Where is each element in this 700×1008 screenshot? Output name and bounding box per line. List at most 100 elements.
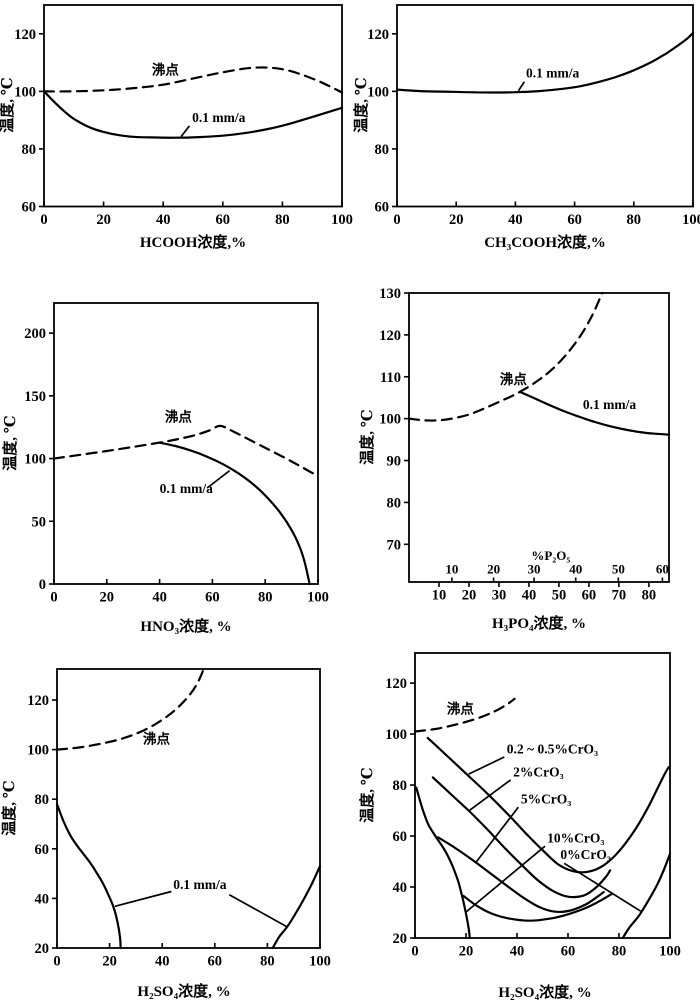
y-tick-label: 80 bbox=[375, 142, 390, 158]
y-axis-title: 温度, ℃ bbox=[358, 409, 376, 465]
x-tick-label: 80 bbox=[642, 588, 657, 604]
plot-border bbox=[43, 4, 343, 208]
plot-border bbox=[53, 302, 319, 585]
y-tick-label: 100 bbox=[385, 727, 407, 743]
y-tick-label: 40 bbox=[393, 880, 408, 896]
series-rate-01mma bbox=[42, 90, 344, 139]
annotation-boiling-label: 沸点 bbox=[165, 409, 192, 425]
x-tick-label: 80 bbox=[275, 212, 290, 228]
leader-rate-label bbox=[206, 470, 231, 489]
x-axis-title: H₂SO₄浓度, % bbox=[137, 982, 230, 1000]
x-tick-label: 20 bbox=[96, 212, 111, 228]
secondary-tick-label: 50 bbox=[612, 562, 625, 577]
y-tick-label: 20 bbox=[35, 941, 50, 957]
y-axis-title: 温度, ℃ bbox=[1, 415, 19, 471]
x-tick-label: 60 bbox=[208, 954, 223, 970]
x-axis-title: H₂SO₄浓度, % bbox=[498, 983, 591, 1001]
secondary-tick-label: 60 bbox=[656, 562, 669, 577]
y-tick-label: 100 bbox=[27, 743, 49, 759]
series-boiling-point bbox=[52, 424, 320, 478]
annotation-cro3-2-label: 2%CrO₃ bbox=[513, 765, 564, 780]
secondary-tick-label: 40 bbox=[569, 562, 582, 577]
x-tick-label: 0 bbox=[50, 590, 57, 606]
series-boiling-point bbox=[413, 697, 516, 733]
x-tick-label: 80 bbox=[612, 944, 627, 960]
y-tick-label: 120 bbox=[367, 27, 389, 43]
x-tick-label: 40 bbox=[522, 588, 537, 604]
x-tick-label: 40 bbox=[155, 954, 170, 970]
x-tick-label: 20 bbox=[100, 590, 115, 606]
leader-rate-label bbox=[114, 890, 172, 908]
series-rate-01mma bbox=[395, 31, 695, 94]
y-tick-label: 80 bbox=[35, 792, 50, 808]
series-cro3-0-left bbox=[415, 786, 471, 940]
y-tick-label: 120 bbox=[27, 693, 49, 709]
y-tick-label: 60 bbox=[375, 200, 390, 216]
leader-cro3-0-label bbox=[563, 862, 642, 912]
x-tick-label: 100 bbox=[331, 212, 353, 228]
y-tick-label: 20 bbox=[393, 931, 408, 947]
annotation-rate-label: 0.1 mm/a bbox=[526, 66, 579, 81]
secondary-axis-label: %P₂O₅ bbox=[531, 548, 570, 563]
annotation-cro3-0-label: 0%CrO₃ bbox=[560, 847, 611, 862]
annotation-boiling-label: 沸点 bbox=[447, 701, 474, 717]
y-tick-label: 60 bbox=[22, 200, 37, 216]
y-axis-title: 温度, ℃ bbox=[358, 767, 376, 823]
series-rate-01mma bbox=[158, 441, 311, 586]
annotation-cro3-02-05-label: 0.2 ~ 0.5%CrO₃ bbox=[507, 742, 598, 757]
x-tick-label: 80 bbox=[627, 212, 642, 228]
x-tick-label: 0 bbox=[40, 212, 47, 228]
y-tick-label: 200 bbox=[24, 326, 46, 342]
x-tick-label: 0 bbox=[53, 954, 60, 970]
annotation-cro3-10-label: 10%CrO₃ bbox=[547, 830, 604, 845]
x-tick-label: 100 bbox=[309, 954, 331, 970]
leader-cro3-02-05-label bbox=[468, 756, 505, 775]
x-tick-label: 40 bbox=[156, 212, 171, 228]
y-tick-label: 130 bbox=[379, 286, 401, 302]
secondary-tick-label: 30 bbox=[528, 562, 541, 577]
annotation-cro3-5-label: 5%CrO₃ bbox=[521, 791, 572, 806]
y-tick-label: 80 bbox=[393, 778, 408, 794]
annotation-rate-label: 0.1 mm/a bbox=[583, 397, 636, 412]
x-tick-label: 100 bbox=[682, 212, 700, 228]
y-tick-label: 120 bbox=[14, 27, 36, 43]
y-tick-label: 100 bbox=[379, 412, 401, 428]
leader-rate-label bbox=[180, 125, 191, 138]
y-tick-label: 60 bbox=[35, 842, 50, 858]
leader-rate-label bbox=[228, 893, 288, 928]
annotation-rate-label: 0.1 mm/a bbox=[160, 481, 213, 496]
x-tick-label: 20 bbox=[459, 944, 474, 960]
plot-border bbox=[414, 652, 671, 939]
y-tick-label: 40 bbox=[35, 891, 50, 907]
y-tick-label: 110 bbox=[380, 370, 401, 386]
y-tick-label: 80 bbox=[387, 495, 402, 511]
y-tick-label: 150 bbox=[24, 389, 46, 405]
x-axis-title: H₃PO₄浓度, % bbox=[492, 614, 586, 632]
leader-cro3-2-label bbox=[468, 779, 512, 812]
x-tick-label: 60 bbox=[561, 944, 576, 960]
x-axis-title: CH₃COOH浓度,% bbox=[484, 233, 606, 251]
x-tick-label: 100 bbox=[659, 944, 681, 960]
annotation-rate-label: 0.1 mm/a bbox=[173, 877, 226, 892]
plot-border bbox=[408, 292, 670, 583]
chart-ch3cooh: 0 20 40 60 80 100 60 80 100 120 0.1 mm/a CH₃COOH浓度,… bbox=[352, 4, 700, 251]
x-tick-label: 60 bbox=[567, 212, 582, 228]
y-axis-title: 温度, ℃ bbox=[352, 77, 370, 133]
series-boiling-point bbox=[407, 291, 604, 422]
secondary-tick-label: 20 bbox=[487, 562, 500, 577]
x-axis-title: HCOOH浓度,% bbox=[140, 233, 246, 251]
x-axis-title: HNO₃浓度, % bbox=[140, 617, 231, 635]
plot-border bbox=[56, 668, 321, 949]
x-tick-label: 20 bbox=[462, 588, 477, 604]
secondary-tick-label: 10 bbox=[445, 562, 458, 577]
x-tick-label: 70 bbox=[612, 588, 627, 604]
x-tick-label: 20 bbox=[449, 212, 464, 228]
y-tick-label: 100 bbox=[14, 84, 36, 100]
series-boiling-point bbox=[42, 66, 344, 94]
y-tick-label: 120 bbox=[385, 676, 407, 692]
x-tick-label: 80 bbox=[258, 590, 273, 606]
